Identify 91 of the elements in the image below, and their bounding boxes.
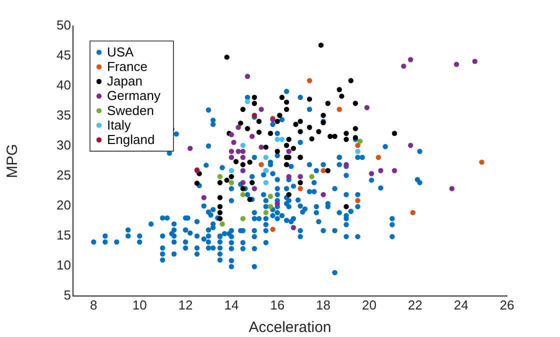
legend-label: Italy (107, 117, 132, 132)
point (240, 142, 246, 148)
point (244, 74, 250, 79)
x-tick-label: 12 (178, 297, 193, 312)
point (268, 194, 274, 199)
point (401, 64, 406, 69)
point (263, 210, 268, 216)
point (408, 57, 414, 62)
point (188, 146, 193, 151)
point (364, 105, 370, 110)
legend-label: Japan (107, 74, 142, 89)
point (240, 148, 246, 154)
x-tick-label: 14 (224, 297, 239, 312)
legend-label: Sweden (107, 102, 154, 118)
x-tick-label: 24 (454, 297, 468, 312)
x-tick-label: 8 (90, 297, 98, 312)
point (228, 180, 234, 186)
point (410, 210, 416, 216)
point (298, 174, 303, 180)
x-tick-label: 22 (408, 297, 422, 312)
legend-label: France (107, 58, 148, 74)
point (250, 134, 255, 139)
legend-label: Germany (107, 88, 161, 104)
point (306, 78, 312, 84)
point (355, 142, 360, 148)
point (240, 168, 246, 174)
point (336, 106, 342, 112)
point (270, 226, 276, 232)
x-tick-label: 26 (500, 297, 514, 312)
y-tick-label: 5 (64, 288, 71, 303)
point (263, 180, 268, 186)
point (236, 148, 241, 154)
x-tick-label: 16 (270, 297, 285, 312)
point (376, 154, 382, 160)
y-tick-label: 10 (56, 258, 71, 273)
legend-label: England (107, 132, 155, 147)
point (298, 186, 303, 192)
point (231, 140, 236, 145)
point (268, 204, 274, 210)
y-axis-title: MPG (4, 144, 22, 178)
y-tick-label: 40 (56, 78, 71, 93)
point (449, 186, 454, 192)
point (472, 58, 478, 64)
point (228, 154, 234, 160)
x-tick-label: 10 (132, 297, 147, 312)
point (408, 142, 414, 148)
point (309, 174, 314, 180)
y-tick-label: 30 (56, 138, 71, 153)
y-tick-label: 50 (56, 18, 71, 33)
point (274, 201, 280, 206)
point (378, 168, 384, 174)
point (392, 168, 398, 174)
point (263, 154, 268, 160)
point (320, 168, 326, 174)
point (228, 148, 234, 154)
point (355, 148, 360, 154)
point (479, 160, 484, 165)
point (220, 221, 225, 227)
y-tick-label: 20 (56, 198, 71, 213)
point (368, 171, 374, 176)
point (286, 148, 292, 154)
point (201, 195, 206, 200)
point (228, 132, 234, 138)
point (355, 198, 360, 204)
point (244, 99, 250, 104)
point (320, 192, 326, 198)
point (286, 174, 292, 180)
point (454, 62, 460, 67)
x-tick-label: 18 (316, 297, 331, 312)
y-tick-label: 45 (56, 48, 71, 63)
legend-label: USA (107, 44, 134, 60)
point (258, 106, 264, 112)
point (279, 136, 285, 142)
y-tick-label: 25 (56, 168, 71, 183)
y-tick-label: 35 (56, 108, 71, 123)
point (357, 138, 363, 144)
point (252, 186, 258, 192)
point (240, 180, 246, 186)
point (217, 174, 223, 180)
point (228, 168, 234, 174)
point (274, 136, 280, 142)
point (240, 154, 246, 160)
point (258, 162, 264, 168)
point (236, 124, 241, 130)
point (290, 225, 296, 230)
x-tick-label: 20 (362, 297, 376, 312)
y-tick-label: 15 (56, 228, 71, 243)
point (240, 192, 246, 198)
x-axis-title: Acceleration (248, 319, 332, 336)
point (240, 216, 246, 222)
point (258, 144, 264, 150)
